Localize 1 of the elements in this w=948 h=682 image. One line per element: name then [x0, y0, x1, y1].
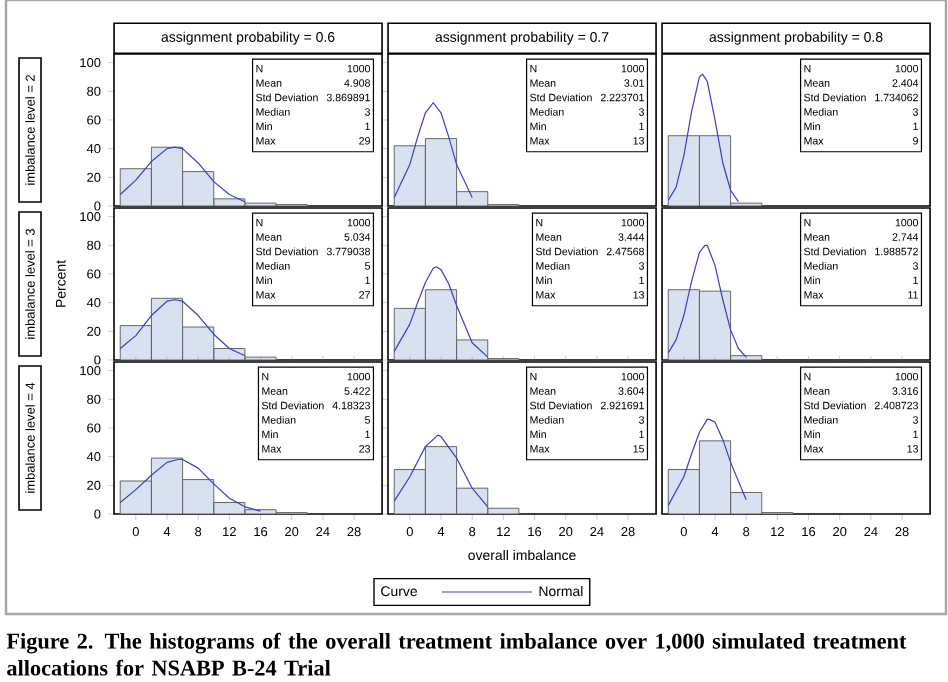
caption: Figure 2. The histograms of the overall treatment imbalance over 1,000 simulated treatment allocations for NSABP B-24 Trial: [6, 632, 907, 676]
